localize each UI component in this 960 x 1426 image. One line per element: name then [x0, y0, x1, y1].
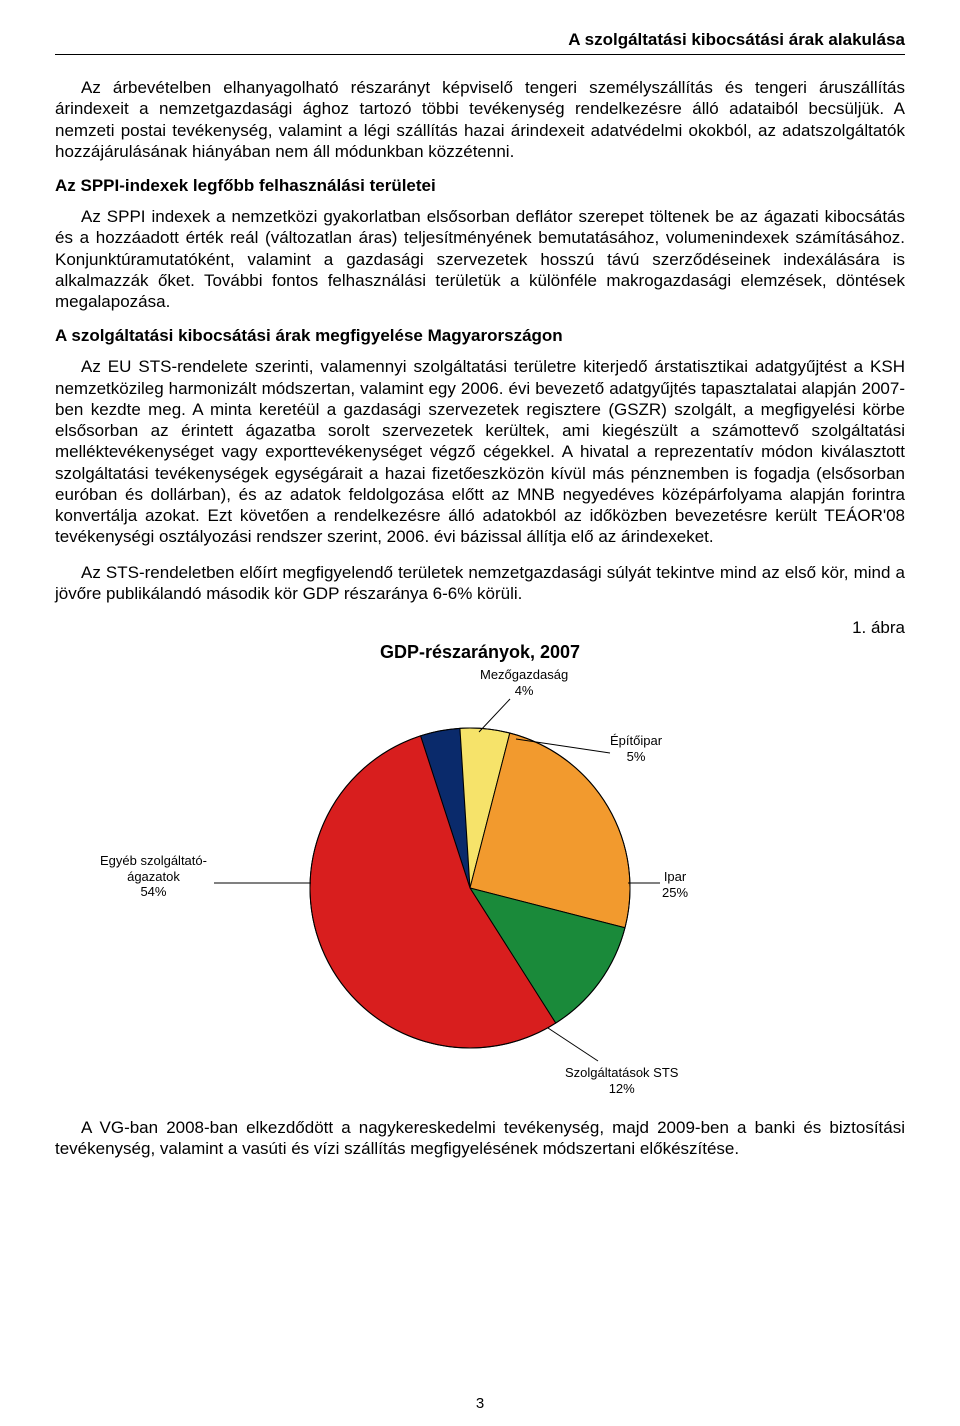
- pie-label-line: Mezőgazdaság: [480, 667, 568, 683]
- pie-label-line: 12%: [565, 1081, 678, 1097]
- pie-label-line: Egyéb szolgáltató-: [100, 853, 207, 869]
- pie-label: Építőipar5%: [610, 733, 662, 764]
- pie-label: Ipar25%: [662, 869, 688, 900]
- paragraph-5: A VG-ban 2008-ban elkezdődött a nagykere…: [55, 1117, 905, 1160]
- pie-chart: Mezőgazdaság4%Építőipar5%Ipar25%Szolgált…: [70, 673, 890, 1093]
- pie-label-line: Építőipar: [610, 733, 662, 749]
- pie-label: Szolgáltatások STS12%: [565, 1065, 678, 1096]
- paragraph-4: Az STS-rendeletben előírt megfigyelendő …: [55, 562, 905, 605]
- pie-label-line: 5%: [610, 749, 662, 765]
- paragraph-1: Az árbevételben elhanyagolható részarány…: [55, 77, 905, 162]
- section-head-1: Az SPPI-indexek legfőbb felhasználási te…: [55, 176, 905, 196]
- pie-label-line: ágazatok: [100, 869, 207, 885]
- pie-label-line: Ipar: [662, 869, 688, 885]
- pie-label: Mezőgazdaság4%: [480, 667, 568, 698]
- section-head-2: A szolgáltatási kibocsátási árak megfigy…: [55, 326, 905, 346]
- page-number: 3: [0, 1395, 960, 1412]
- pie-label-line: 4%: [480, 683, 568, 699]
- page: A szolgáltatási kibocsátási árak alakulá…: [0, 0, 960, 1426]
- paragraph-3: Az EU STS-rendelete szerinti, valamennyi…: [55, 356, 905, 547]
- chart-title: GDP-részarányok, 2007: [55, 642, 905, 663]
- pie-label-line: 54%: [100, 884, 207, 900]
- pie-label: Egyéb szolgáltató-ágazatok54%: [100, 853, 207, 900]
- figure-number: 1. ábra: [55, 618, 905, 638]
- running-head: A szolgáltatási kibocsátási árak alakulá…: [55, 30, 905, 55]
- pie-label-line: Szolgáltatások STS: [565, 1065, 678, 1081]
- pie-label-line: 25%: [662, 885, 688, 901]
- leader-line: [479, 699, 510, 732]
- leader-line: [548, 1028, 598, 1061]
- paragraph-2: Az SPPI indexek a nemzetközi gyakorlatba…: [55, 206, 905, 312]
